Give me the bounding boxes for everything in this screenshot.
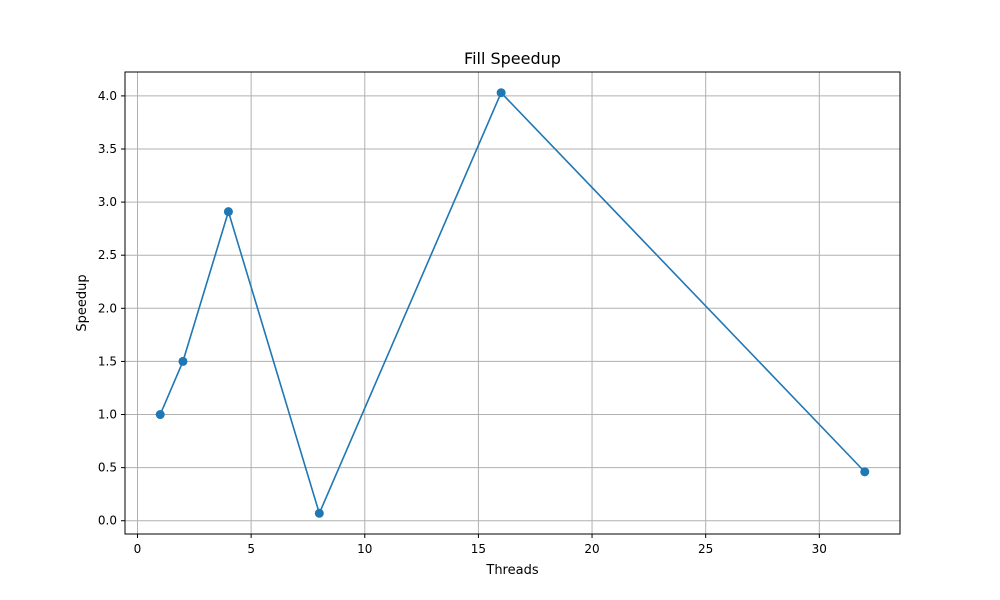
y-tick-label: 3.0: [98, 195, 117, 209]
x-tick-label: 30: [812, 542, 827, 556]
y-tick-label: 3.5: [98, 142, 117, 156]
chart-title: Fill Speedup: [464, 49, 561, 68]
data-point: [178, 356, 188, 366]
x-axis-ticks: 0 5 10 15 20 25 30: [134, 534, 827, 556]
y-tick-label: 1.0: [98, 408, 117, 422]
x-tick-label: 10: [357, 542, 372, 556]
x-tick-label: 5: [247, 542, 255, 556]
x-tick-label: 25: [698, 542, 713, 556]
data-point: [314, 508, 324, 518]
data-point: [155, 410, 165, 420]
series-layer: [155, 88, 870, 518]
x-tick-label: 0: [134, 542, 142, 556]
x-tick-label: 20: [584, 542, 599, 556]
y-tick-label: 4.0: [98, 89, 117, 103]
y-tick-label: 2.0: [98, 301, 117, 315]
y-tick-label: 0.0: [98, 514, 117, 528]
data-point: [496, 88, 506, 98]
y-tick-label: 1.5: [98, 354, 117, 368]
y-axis-label: Speedup: [75, 274, 90, 331]
data-point: [860, 467, 870, 477]
grid: [125, 72, 900, 534]
series-line: [159, 91, 866, 515]
y-axis-ticks: 0.0 0.5 1.0 1.5 2.0 2.5 3.0 3.5 4.0: [98, 89, 125, 528]
x-tick-label: 15: [471, 542, 486, 556]
y-tick-label: 2.5: [98, 248, 117, 262]
x-axis-label: Threads: [485, 563, 538, 578]
plot-frame: [124, 71, 901, 535]
y-tick-label: 0.5: [98, 461, 117, 475]
data-point: [223, 207, 233, 217]
